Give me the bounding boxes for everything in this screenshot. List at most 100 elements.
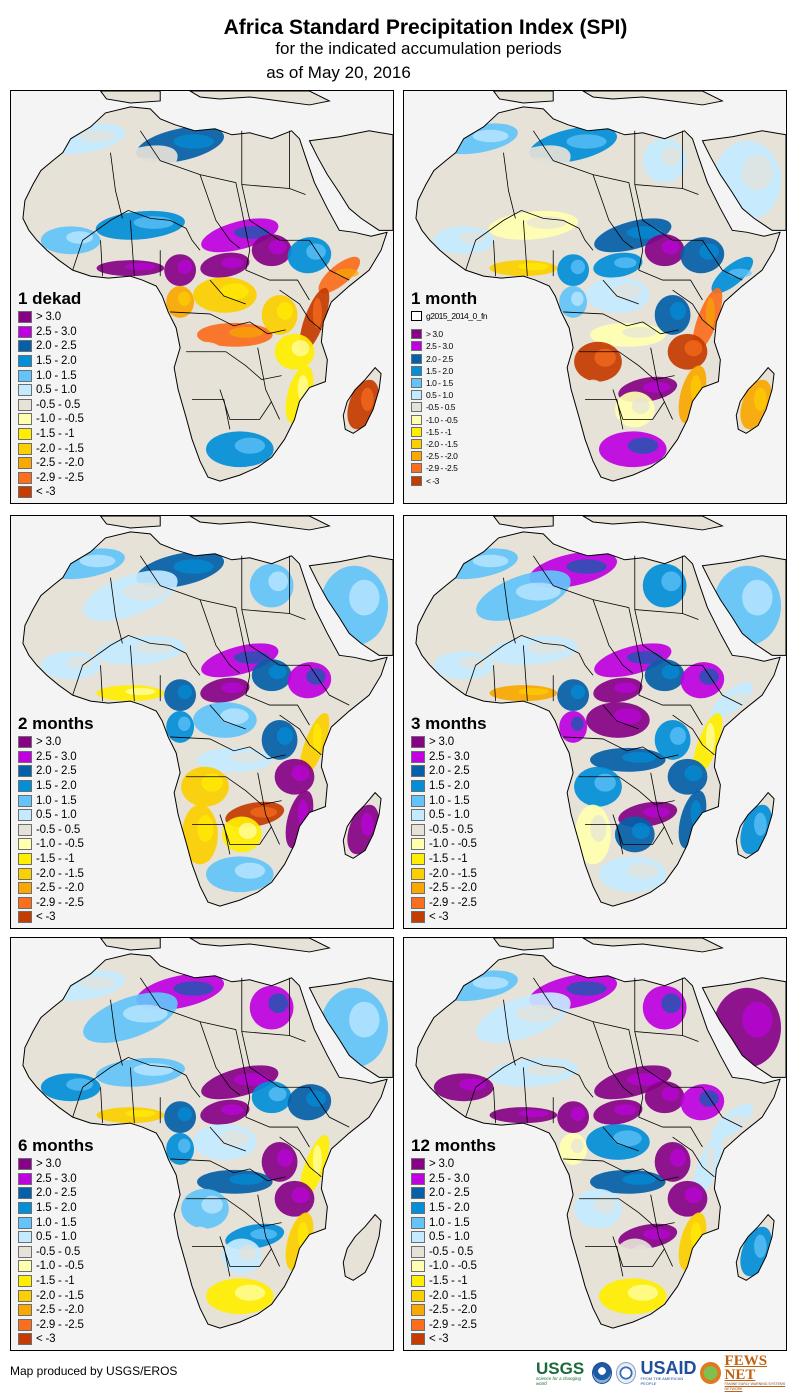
legend-label: -1.5 - -1 bbox=[36, 1275, 75, 1288]
country-border bbox=[209, 279, 246, 305]
country-border bbox=[289, 977, 306, 1042]
legend-item: < -3 bbox=[18, 1332, 94, 1347]
country-border bbox=[503, 152, 516, 219]
spi-region-texture bbox=[518, 687, 549, 696]
europe-landmass bbox=[492, 91, 724, 106]
legend-item: > 3.0 bbox=[18, 1157, 94, 1172]
legend-item: -2.0 - -1.5 bbox=[18, 441, 84, 456]
spi-region-texture bbox=[627, 862, 659, 879]
legend-item: 0.5 - 1.0 bbox=[18, 1230, 94, 1245]
legend-label: -2.9 - -2.5 bbox=[36, 1318, 84, 1331]
legend: 2 months > 3.0 2.5 - 3.0 2.0 - 2.5 1.5 - 2.0… bbox=[18, 714, 94, 925]
country-border bbox=[186, 351, 282, 381]
spi-region-texture bbox=[622, 327, 657, 338]
spi-region-texture bbox=[234, 437, 266, 454]
spi-region-texture bbox=[250, 1228, 278, 1240]
legend-label: -2.0 - -1.5 bbox=[36, 867, 84, 880]
spi-region-texture bbox=[201, 348, 223, 367]
legend-label: -1.0 - -0.5 bbox=[429, 1260, 477, 1273]
legend-label: g2015_2014_0_fn bbox=[426, 311, 488, 322]
legend-label: < -3 bbox=[429, 1333, 449, 1346]
spi-region-texture bbox=[229, 327, 264, 338]
spi-region-texture bbox=[590, 1237, 607, 1264]
country-border bbox=[702, 1087, 743, 1128]
spi-region-texture bbox=[133, 216, 174, 229]
spi-region-texture bbox=[754, 387, 767, 411]
map-credit: Map produced by USGS/EROS bbox=[10, 1364, 178, 1378]
madagascar-coastline bbox=[735, 791, 775, 859]
usgs-logo-text: USGS bbox=[536, 1358, 585, 1378]
legend-item: -1.5 - -1 bbox=[411, 852, 487, 867]
boundary-swatch bbox=[411, 311, 422, 322]
spi-region-texture bbox=[349, 579, 380, 616]
africa-map-1-dekad bbox=[22, 91, 393, 482]
africa-map-12-months bbox=[415, 938, 786, 1329]
spi-region-texture bbox=[472, 554, 509, 568]
legend-item: > 3.0 bbox=[411, 328, 487, 340]
legend-swatch bbox=[411, 1275, 425, 1288]
legend-item: 2.0 - 2.5 bbox=[411, 353, 487, 365]
country-border bbox=[592, 174, 634, 249]
spi-region-texture bbox=[233, 651, 270, 664]
spi-region-texture bbox=[526, 641, 567, 654]
legend-swatch bbox=[411, 853, 425, 866]
spi-region-texture bbox=[570, 259, 586, 275]
country-border bbox=[650, 1194, 673, 1267]
spi-region-texture bbox=[728, 268, 752, 278]
legend-swatch bbox=[18, 398, 32, 411]
country-border bbox=[279, 1136, 322, 1178]
legend-item: 2.0 - 2.5 bbox=[18, 1186, 94, 1201]
spi-region-texture bbox=[229, 1174, 264, 1185]
country-border bbox=[72, 1056, 201, 1118]
legend-item: -2.9 - -2.5 bbox=[411, 896, 487, 911]
country-border bbox=[245, 1116, 310, 1148]
spi-region-texture bbox=[201, 773, 223, 792]
legend: 1 month g2015_2014_0_fn > 3.0 2.5 - 3.0 2.0 … bbox=[411, 289, 488, 487]
spi-region-texture bbox=[220, 1130, 249, 1147]
country-border bbox=[634, 184, 703, 241]
legend-swatch bbox=[411, 1202, 425, 1215]
europe-landmass bbox=[99, 91, 331, 106]
spi-region-texture bbox=[361, 1234, 374, 1258]
country-border bbox=[245, 694, 310, 726]
spi-region-texture bbox=[229, 752, 264, 763]
legend-label: > 3.0 bbox=[36, 1158, 61, 1171]
legend-item: 1.5 - 2.0 bbox=[411, 365, 487, 377]
spi-region-texture bbox=[622, 1174, 657, 1185]
legend-swatch bbox=[411, 1231, 425, 1244]
legend-swatch bbox=[411, 1158, 425, 1171]
spi-region-texture bbox=[201, 1195, 223, 1214]
spi-region-texture bbox=[220, 283, 249, 300]
spi-region-texture bbox=[661, 1086, 680, 1102]
country-border bbox=[602, 279, 639, 305]
country-border bbox=[139, 977, 251, 1118]
legend-item: -1.0 - -0.5 bbox=[18, 1259, 94, 1274]
legend-swatch bbox=[411, 750, 425, 763]
country-border bbox=[493, 1087, 496, 1124]
date-line: as of May 20, 2016 bbox=[266, 63, 411, 82]
legend-label: -1.5 - -1 bbox=[429, 1275, 468, 1288]
country-border bbox=[563, 311, 679, 335]
legend-item: -2.9 - -2.5 bbox=[18, 896, 94, 911]
legend-item: < -3 bbox=[411, 474, 487, 486]
legend-label: < -3 bbox=[36, 1333, 56, 1346]
legend-item: -2.9 - -2.5 bbox=[411, 1318, 496, 1333]
spi-map-panel-1-month: 1 month g2015_2014_0_fn > 3.0 2.5 - 3.0 2.0 … bbox=[403, 90, 787, 504]
spi-region-texture bbox=[631, 1244, 650, 1261]
legend-label: 0.5 - 1.0 bbox=[36, 1231, 77, 1244]
legend-label: 1.0 - 1.5 bbox=[36, 1216, 77, 1229]
spi-map-panel-12-months: 12 months > 3.0 2.5 - 3.0 2.0 - 2.5 1.5 - 2.… bbox=[403, 937, 787, 1351]
legend-swatch bbox=[411, 809, 425, 822]
spi-region-texture bbox=[233, 226, 270, 239]
legend-label: 1.5 - 2.0 bbox=[426, 365, 453, 376]
madagascar-coastline bbox=[342, 1213, 382, 1281]
spi-region-texture bbox=[291, 340, 310, 357]
legend-swatch bbox=[411, 463, 422, 474]
spi-region-texture bbox=[177, 1106, 193, 1122]
spi-region-texture bbox=[459, 1078, 487, 1091]
legend-label: -2.5 - -2.0 bbox=[36, 882, 84, 895]
country-border bbox=[634, 1031, 703, 1088]
country-border bbox=[493, 665, 496, 702]
legend-swatch bbox=[411, 438, 422, 449]
legend-swatch bbox=[18, 442, 32, 455]
